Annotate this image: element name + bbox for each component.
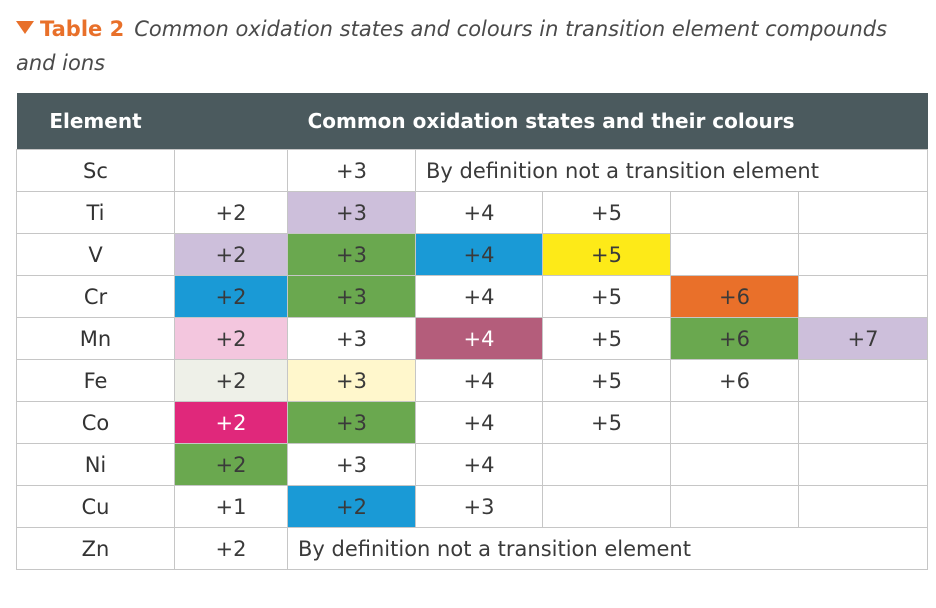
oxidation-state-cell: +3 xyxy=(287,149,416,192)
oxidation-state-cell xyxy=(174,149,288,192)
oxidation-state-cell: +5 xyxy=(542,275,671,318)
table-title: Common oxidation states and colours in t… xyxy=(16,17,888,75)
oxidation-state-cell: +2 xyxy=(174,443,288,486)
oxidation-state-cell: +2 xyxy=(174,359,288,402)
oxidation-state-cell: +1 xyxy=(174,485,288,528)
oxidation-state-cell: +4 xyxy=(415,359,543,402)
oxidation-state-cell: +2 xyxy=(174,233,288,276)
table-label: Table 2 xyxy=(40,17,125,41)
oxidation-state-cell xyxy=(670,485,799,528)
oxidation-state-cell: +5 xyxy=(542,233,671,276)
oxidation-state-cell xyxy=(797,359,929,402)
oxidation-state-cell: +3 xyxy=(287,191,416,234)
element-cell: Ti xyxy=(16,191,175,234)
oxidation-state-cell: +5 xyxy=(542,317,671,360)
table-row: V +2 +3 +4 +5 xyxy=(16,233,929,276)
oxidation-state-cell: +3 xyxy=(287,275,416,318)
oxidation-state-cell: +6 xyxy=(670,359,799,402)
oxidation-state-cell: +5 xyxy=(542,401,671,444)
element-cell: Fe xyxy=(16,359,175,402)
oxidation-state-cell: +6 xyxy=(670,317,799,360)
oxidation-state-cell xyxy=(797,443,929,486)
table-row: Ni +2 +3 +4 xyxy=(16,443,929,486)
table-row: Cr +2 +3 +4 +5 +6 xyxy=(16,275,929,318)
definition-note: By definition not a transition element xyxy=(414,149,929,192)
oxidation-state-cell xyxy=(797,275,929,318)
oxidation-state-cell xyxy=(670,233,799,276)
oxidation-state-cell: +3 xyxy=(287,359,416,402)
table-caption: Table 2 Common oxidation states and colou… xyxy=(16,12,916,80)
element-cell: Mn xyxy=(16,317,175,360)
oxidation-state-cell: +5 xyxy=(542,359,671,402)
oxidation-state-cell: +6 xyxy=(670,275,799,318)
table-body: Sc +3 By definition not a transition eleme… xyxy=(16,149,929,570)
oxidation-state-cell xyxy=(670,443,799,486)
header-element: Element xyxy=(16,93,175,150)
oxidation-state-cell xyxy=(542,443,671,486)
oxidation-state-cell xyxy=(670,401,799,444)
oxidation-state-cell: +3 xyxy=(415,485,543,528)
oxidation-state-cell xyxy=(797,191,929,234)
definition-note: By definition not a transition element xyxy=(286,527,929,570)
triangle-down-icon xyxy=(16,21,34,34)
oxidation-state-cell: +7 xyxy=(797,317,929,360)
oxidation-state-cell xyxy=(797,233,929,276)
header-states: Common oxidation states and their colour… xyxy=(174,93,928,150)
oxidation-state-cell: +2 xyxy=(287,485,416,528)
oxidation-state-cell: +4 xyxy=(415,401,543,444)
oxidation-states-table: Element Common oxidation states and thei… xyxy=(16,93,929,570)
element-cell: Sc xyxy=(16,149,175,192)
table-row: Zn +2 By definition not a transition eleme… xyxy=(16,527,929,570)
oxidation-state-cell: +4 xyxy=(415,275,543,318)
oxidation-state-cell xyxy=(797,401,929,444)
element-cell: Co xyxy=(16,401,175,444)
oxidation-state-cell: +3 xyxy=(287,443,416,486)
oxidation-state-cell: +4 xyxy=(415,317,543,360)
element-cell: Cu xyxy=(16,485,175,528)
header-row: Element Common oxidation states and thei… xyxy=(16,93,928,150)
oxidation-state-cell: +3 xyxy=(287,317,416,360)
oxidation-state-cell xyxy=(542,485,671,528)
element-cell: Zn xyxy=(16,527,175,570)
table-row: Sc +3 By definition not a transition eleme… xyxy=(16,149,929,192)
table-row: Co +2 +3 +4 +5 xyxy=(16,401,929,444)
element-cell: Cr xyxy=(16,275,175,318)
oxidation-state-cell: +3 xyxy=(287,401,416,444)
oxidation-state-cell: +2 xyxy=(174,191,288,234)
table-row: Cu +1 +2 +3 xyxy=(16,485,929,528)
oxidation-state-cell: +2 xyxy=(174,527,288,570)
element-cell: V xyxy=(16,233,175,276)
oxidation-state-cell: +3 xyxy=(287,233,416,276)
oxidation-state-cell xyxy=(670,191,799,234)
element-cell: Ni xyxy=(16,443,175,486)
oxidation-state-cell: +2 xyxy=(174,275,288,318)
oxidation-state-cell: +2 xyxy=(174,317,288,360)
oxidation-state-cell: +5 xyxy=(542,191,671,234)
oxidation-state-cell xyxy=(797,485,929,528)
oxidation-state-cell: +2 xyxy=(174,401,288,444)
table-row: Ti +2 +3 +4 +5 xyxy=(16,191,929,234)
table-row: Mn +2 +3 +4 +5 +6 +7 xyxy=(16,317,929,360)
table-row: Fe +2 +3 +4 +5 +6 xyxy=(16,359,929,402)
oxidation-state-cell: +4 xyxy=(415,443,543,486)
oxidation-state-cell: +4 xyxy=(415,191,543,234)
oxidation-state-cell: +4 xyxy=(415,233,543,276)
